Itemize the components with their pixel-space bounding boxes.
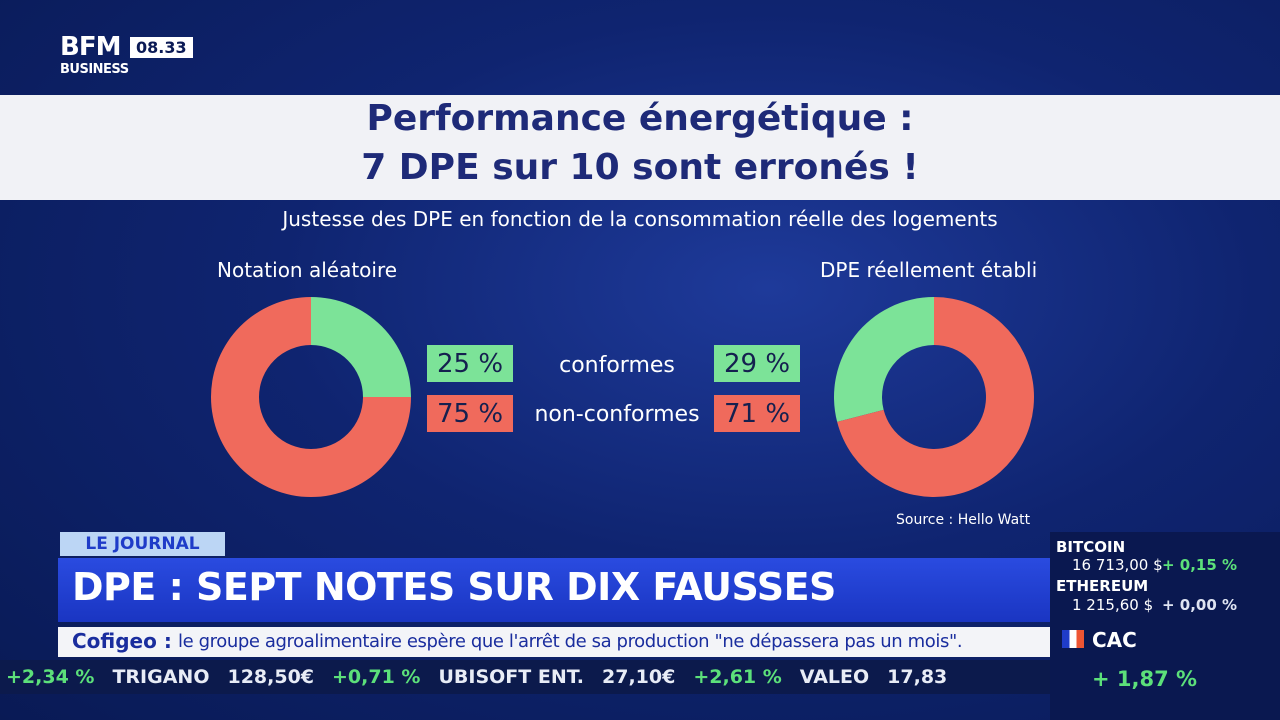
legend-entry: conformes [559, 353, 675, 378]
donut-segment [311, 297, 411, 397]
market-price: 1 215,60 $ [1072, 596, 1154, 614]
index-change: + 1,87 % [1092, 667, 1198, 691]
ticker-source: Cofigeo : [72, 629, 172, 653]
stock-price: 128,50€ [227, 666, 315, 688]
stock-ticker: +2,34 % TRIGANO 128,50€ +0,71 % UBISOFT … [0, 660, 1050, 694]
stock-name: UBISOFT ENT. [438, 666, 585, 688]
legend-entry: non-conformes [534, 402, 700, 427]
market-name: ETHEREUM [1056, 577, 1149, 595]
donut-segment [837, 297, 1034, 498]
stock-change: +2,34 % [6, 666, 95, 688]
stock-name: VALEO [799, 666, 870, 688]
stock-price: 17,83 [887, 666, 948, 688]
market-change: + 0,15 % [1162, 556, 1238, 574]
chart-subtitle: Justesse des DPE en fonction de la conso… [282, 207, 998, 231]
headline: Performance énergétique : [366, 98, 914, 139]
headline-band [0, 95, 1280, 200]
value-label: 71 % [724, 399, 790, 429]
charts: 25 % 75 % 29 % 71 % [211, 297, 1034, 498]
title-banner [58, 558, 1050, 622]
chart-title: Notation aléatoire [217, 258, 398, 282]
market-change: + 0,00 % [1162, 596, 1238, 614]
stock-price: 27,10€ [602, 666, 676, 688]
stock-change: +2,61 % [693, 666, 782, 688]
value-label-box [427, 345, 513, 382]
donut-segment [834, 297, 934, 422]
index-name: CAC [1092, 628, 1137, 652]
stock-name: TRIGANO [112, 666, 210, 688]
market-price: 16 713,00 $ [1072, 556, 1163, 574]
news-ticker [58, 627, 1050, 657]
value-label: 75 % [437, 399, 503, 429]
value-label: 25 % [437, 349, 503, 379]
logo: BFM [60, 32, 121, 62]
stock-change: +0,71 % [332, 666, 421, 688]
ticker-text: le groupe agroalimentaire espère que l'a… [178, 631, 963, 652]
donut-segment [211, 297, 411, 497]
value-label-box [714, 345, 800, 382]
flag [1062, 630, 1084, 648]
program-tag: LE JOURNAL [60, 532, 225, 556]
clock: 08.33 [130, 37, 193, 58]
value-label-box [427, 395, 513, 432]
banner-title: DPE : SEPT NOTES SUR DIX FAUSSES [72, 565, 836, 609]
source: Source : Hello Watt [896, 512, 1031, 528]
headline: 7 DPE sur 10 sont erronés ! [361, 147, 919, 188]
markets-panel: BITCOIN 16 713,00 $ + 0,15 % ETHEREUM 1 … [1050, 532, 1280, 720]
chart-title: DPE réellement établi [820, 258, 1038, 282]
logo-sub: BUSINESS [60, 62, 129, 77]
market-name: BITCOIN [1056, 538, 1126, 556]
value-label: 29 % [724, 349, 790, 379]
value-label-box [714, 395, 800, 432]
